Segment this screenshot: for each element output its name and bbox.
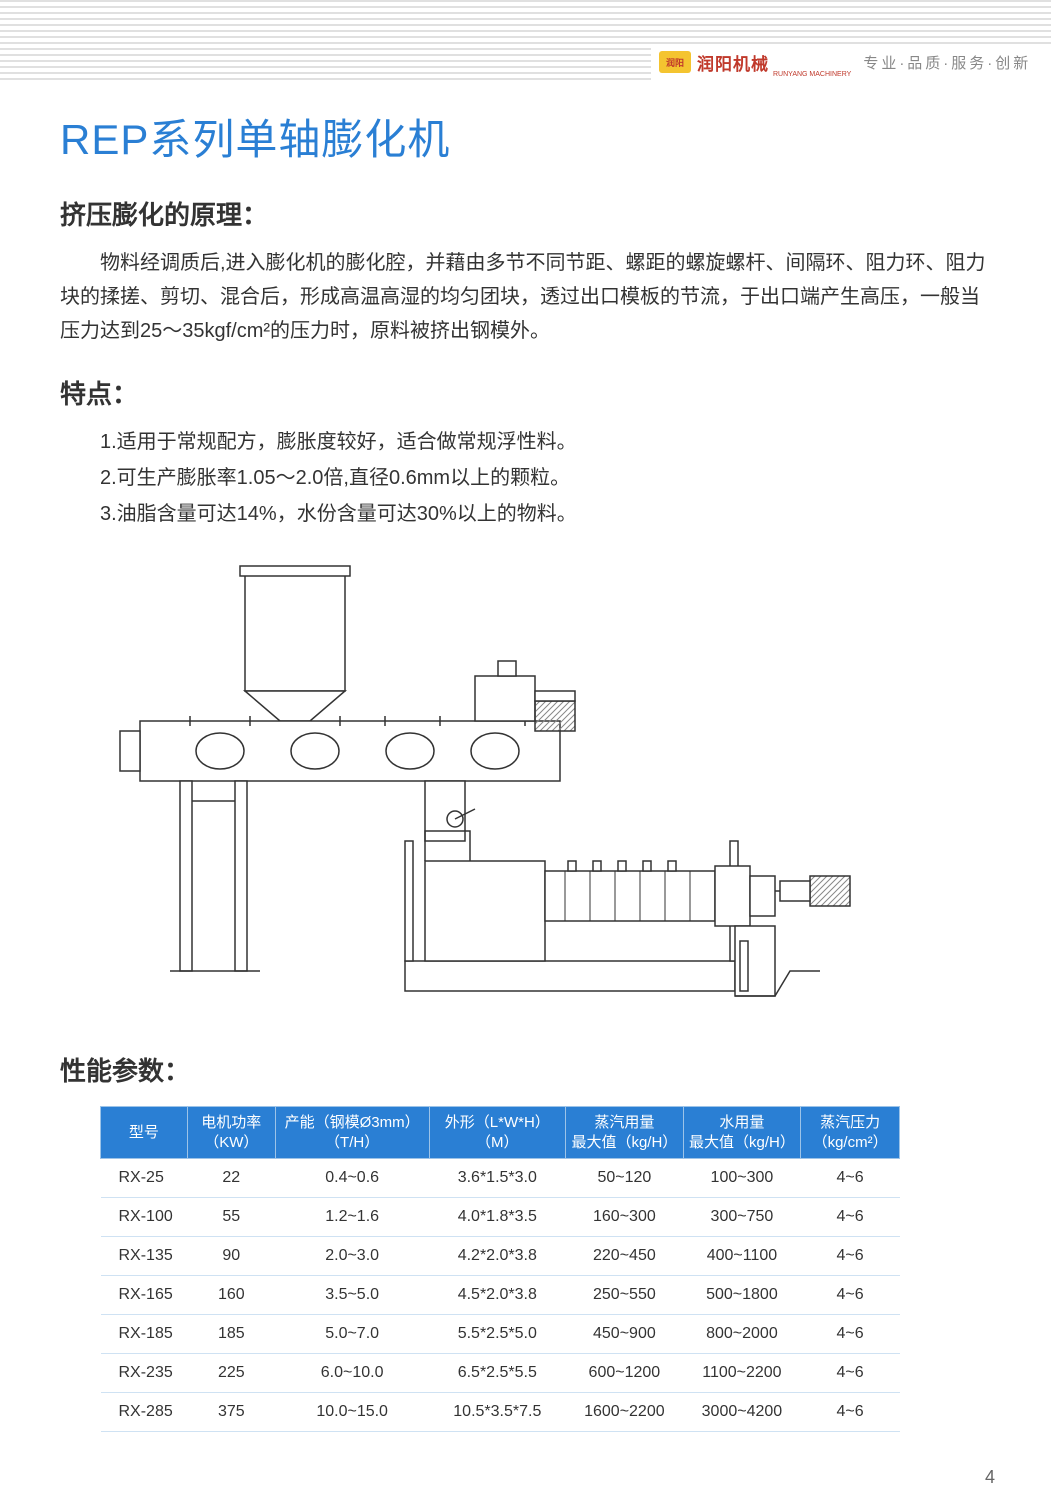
spec-cell: 4~6 [801,1393,900,1432]
spec-cell: 185 [187,1315,275,1354]
principle-body: 物料经调质后,进入膨化机的膨化腔，并藉由多节不同节距、螺距的螺旋螺杆、间隔环、阻… [60,246,991,348]
spec-table-header-row: 型号电机功率（KW）产能（钢模Ø3mm）（T/H）外形（L*W*H）（M）蒸汽用… [101,1107,900,1159]
spec-cell: 2.0~3.0 [275,1237,429,1276]
feature-item: 1.适用于常规配方，膨胀度较好，适合做常规浮性料。 [100,425,991,459]
spec-cell: 450~900 [566,1315,684,1354]
spec-cell: 4~6 [801,1237,900,1276]
spec-cell: 1600~2200 [566,1393,684,1432]
spec-cell: 160~300 [566,1198,684,1237]
spec-cell: RX-185 [101,1315,188,1354]
spec-cell: 3.5~5.0 [275,1276,429,1315]
spec-cell: RX-165 [101,1276,188,1315]
spec-cell: 55 [187,1198,275,1237]
spec-cell: 1.2~1.6 [275,1198,429,1237]
spec-cell: 0.4~0.6 [275,1159,429,1198]
spec-cell: 4.0*1.8*3.5 [429,1198,566,1237]
spec-cell: 3.6*1.5*3.0 [429,1159,566,1198]
spec-cell: 22 [187,1159,275,1198]
spec-cell: 4~6 [801,1354,900,1393]
spec-cell: 6.0~10.0 [275,1354,429,1393]
spec-col-header: 产能（钢模Ø3mm）（T/H） [275,1107,429,1159]
page-content: REP系列单轴膨化机 挤压膨化的原理： 物料经调质后,进入膨化机的膨化腔，并藉由… [0,80,1051,1432]
spec-cell: 4~6 [801,1315,900,1354]
spec-row: RX-25220.4~0.63.6*1.5*3.050~120100~3004~… [101,1159,900,1198]
spec-row: RX-135902.0~3.04.2*2.0*3.8220~450400~110… [101,1237,900,1276]
spec-cell: 500~1800 [683,1276,801,1315]
spec-cell: 220~450 [566,1237,684,1276]
spec-cell: 225 [187,1354,275,1393]
spec-cell: RX-100 [101,1198,188,1237]
spec-cell: 4~6 [801,1159,900,1198]
logo-chinese: 润阳机械 [697,50,769,75]
spec-row: RX-1851855.0~7.05.5*2.5*5.0450~900800~20… [101,1315,900,1354]
principle-heading: 挤压膨化的原理： [60,195,991,232]
spec-cell: 90 [187,1237,275,1276]
spec-cell: 50~120 [566,1159,684,1198]
spec-cell: 6.5*2.5*5.5 [429,1354,566,1393]
spec-cell: 100~300 [683,1159,801,1198]
spec-cell: 4.5*2.0*3.8 [429,1276,566,1315]
spec-cell: 300~750 [683,1198,801,1237]
spec-cell: 4~6 [801,1198,900,1237]
spec-cell: 375 [187,1393,275,1432]
spec-cell: RX-25 [101,1159,188,1198]
spec-col-header: 外形（L*W*H）（M） [429,1107,566,1159]
spec-cell: 600~1200 [566,1354,684,1393]
logo-badge: 润阳 [659,51,691,73]
spec-row: RX-28537510.0~15.010.5*3.5*7.51600~22003… [101,1393,900,1432]
feature-item: 3.油脂含量可达14%，水份含量可达30%以上的物料。 [100,497,991,531]
page-title: REP系列单轴膨化机 [60,106,991,167]
spec-col-header: 蒸汽用量最大值（kg/H） [566,1107,684,1159]
spec-col-header: 型号 [101,1107,188,1159]
spec-cell: 250~550 [566,1276,684,1315]
features-list: 1.适用于常规配方，膨胀度较好，适合做常规浮性料。2.可生产膨胀率1.05～2.… [60,425,991,531]
spec-cell: 4.2*2.0*3.8 [429,1237,566,1276]
spec-cell: 160 [187,1276,275,1315]
spec-cell: 5.0~7.0 [275,1315,429,1354]
spec-cell: RX-135 [101,1237,188,1276]
spec-cell: 400~1100 [683,1237,801,1276]
spec-cell: 4~6 [801,1276,900,1315]
spec-col-header: 电机功率（KW） [187,1107,275,1159]
features-heading: 特点： [60,374,991,411]
spec-col-header: 蒸汽压力（kg/cm²） [801,1107,900,1159]
spec-row: RX-100551.2~1.64.0*1.8*3.5160~300300~750… [101,1198,900,1237]
header-slogan: 专业·品质·服务·创新 [863,52,1031,73]
spec-cell: 1100~2200 [683,1354,801,1393]
spec-cell: 800~2000 [683,1315,801,1354]
feature-item: 2.可生产膨胀率1.05～2.0倍,直径0.6mm以上的颗粒。 [100,461,991,495]
spec-cell: 5.5*2.5*5.0 [429,1315,566,1354]
header-strip: 润阳 润阳机械 RUNYANG MACHINERY 专业·品质·服务·创新 [651,44,1051,80]
spec-cell: RX-235 [101,1354,188,1393]
spec-row: RX-2352256.0~10.06.5*2.5*5.5600~12001100… [101,1354,900,1393]
spec-cell: 3000~4200 [683,1393,801,1432]
page-number: 4 [985,1467,995,1488]
spec-cell: 10.5*3.5*7.5 [429,1393,566,1432]
spec-cell: 10.0~15.0 [275,1393,429,1432]
machine-diagram [80,561,860,1011]
params-heading: 性能参数： [60,1051,991,1088]
spec-cell: RX-285 [101,1393,188,1432]
logo-english: RUNYANG MACHINERY [773,71,851,78]
spec-row: RX-1651603.5~5.04.5*2.0*3.8250~550500~18… [101,1276,900,1315]
spec-table: 型号电机功率（KW）产能（钢模Ø3mm）（T/H）外形（L*W*H）（M）蒸汽用… [100,1106,900,1432]
spec-col-header: 水用量最大值（kg/H） [683,1107,801,1159]
